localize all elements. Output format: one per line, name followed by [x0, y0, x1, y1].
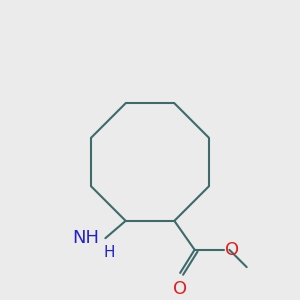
- Text: NH: NH: [73, 229, 100, 247]
- Text: O: O: [225, 241, 239, 259]
- Text: O: O: [173, 280, 187, 298]
- Text: H: H: [104, 245, 116, 260]
